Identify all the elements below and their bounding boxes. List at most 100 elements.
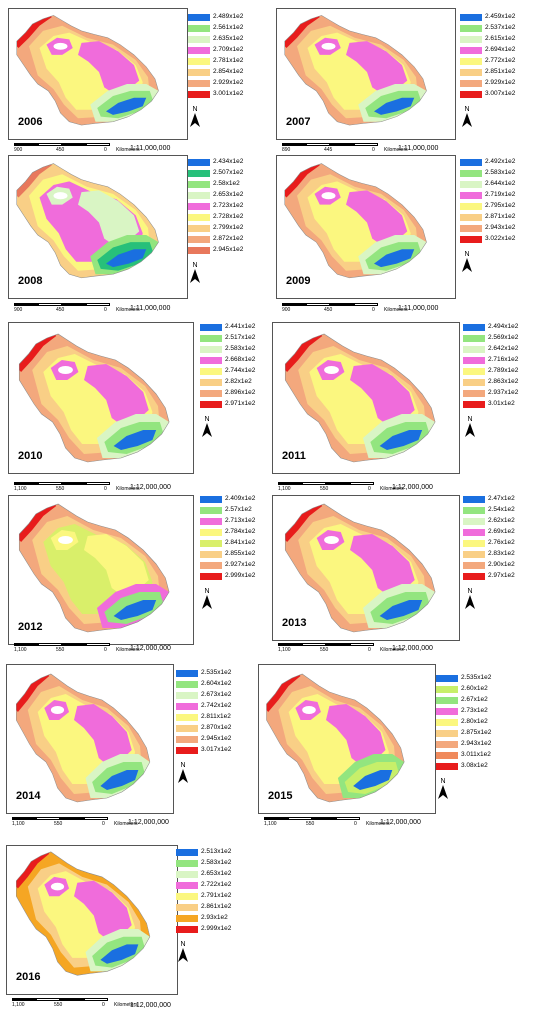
scale-segment (62, 482, 86, 485)
scale-number: 0 (104, 307, 107, 313)
legend-label: 2.971x1e2 (225, 400, 256, 408)
legend-swatch (176, 692, 198, 699)
map-zone-blue (379, 600, 423, 620)
legend-label: 2.93x1e2 (201, 914, 228, 922)
choropleth-map (18, 503, 170, 633)
legend-label: 2.713x1e2 (225, 517, 256, 525)
legend-item: 2.583x1e2 (200, 344, 255, 355)
legend-label: 2.709x1e2 (213, 46, 244, 54)
scale-segment (86, 143, 110, 146)
legend-label: 2.57x1e2 (225, 506, 252, 514)
legend-swatch (460, 159, 482, 166)
legend-swatch (188, 69, 210, 76)
choropleth-map (284, 163, 427, 279)
legend-swatch (176, 926, 198, 933)
year-label: 2013 (282, 617, 307, 629)
legend-item: 2.615x1e2 (460, 34, 515, 45)
north-arrow-icon (465, 423, 475, 437)
legend-swatch (460, 181, 482, 188)
scale-number: 550 (320, 647, 329, 653)
north-label: N (467, 416, 473, 423)
map-zone-blue (100, 944, 139, 964)
scale-number: 550 (320, 486, 329, 492)
scale-segment (12, 998, 36, 1001)
legend-swatch (463, 529, 485, 536)
legend-swatch (436, 730, 458, 737)
legend-swatch (176, 904, 198, 911)
scale-ratio: 1:11,000,000 (130, 145, 171, 152)
legend-item: 2.871x1e2 (460, 212, 515, 223)
legend-label: 2.937x1e2 (488, 389, 519, 397)
legend-swatch (188, 14, 210, 21)
scale-number: 1,100 (14, 647, 27, 653)
north-arrow: N (178, 941, 188, 964)
scale-ratio: 1:12,000,000 (128, 819, 169, 826)
scale-number: 0 (368, 486, 371, 492)
legend-item: 2.67x1e2 (436, 695, 491, 706)
legend-label: 2.927x1e2 (225, 561, 256, 569)
legend-label: 2.781x1e2 (213, 57, 244, 65)
scale-ratio: 1:11,000,000 (398, 305, 439, 312)
legend-swatch (188, 236, 210, 243)
legend-item: 2.875x1e2 (436, 728, 491, 739)
legend-label: 2.945x1e2 (213, 246, 244, 254)
legend-label: 2.811x1e2 (201, 713, 231, 721)
legend-item: 2.47x1e2 (463, 494, 515, 505)
legend-item: 2.583x1e2 (460, 168, 515, 179)
legend-label: 2.90x1e2 (488, 561, 515, 569)
scale-number: 1,100 (12, 821, 25, 827)
scale-segment (306, 143, 330, 146)
map-zone-pink (326, 704, 386, 766)
map-zone-red (285, 504, 323, 542)
scale-segment (302, 643, 326, 646)
choropleth-map (16, 15, 159, 126)
scale-segment (14, 143, 38, 146)
legend-label: 2.855x1e2 (225, 550, 256, 558)
legend-item: 2.781x1e2 (188, 56, 243, 67)
scale-number: 0 (354, 821, 357, 827)
legend-item: 2.855x1e2 (200, 549, 255, 560)
scale-segment (84, 817, 108, 820)
legend-item: 2.795x1e2 (460, 201, 515, 212)
scale-number: 1,100 (14, 486, 27, 492)
map-zone-blue (106, 97, 147, 115)
north-label: N (180, 941, 186, 948)
legend-label: 2.583x1e2 (201, 859, 232, 867)
legend-item: 3.022x1e2 (460, 234, 515, 245)
map-zone-blue (374, 97, 415, 115)
legend-swatch (460, 91, 482, 98)
scale-unit: Kilometers (384, 307, 408, 313)
legend-swatch (436, 708, 458, 715)
legend-swatch (436, 675, 458, 682)
map-zone-red (16, 674, 50, 712)
year-label: 2007 (286, 116, 311, 128)
legend-item: 3.017x1e2 (176, 745, 231, 756)
legend-label: 2.60x1e2 (461, 685, 488, 693)
legend-swatch (188, 247, 210, 254)
map-zone-core (50, 706, 65, 714)
legend-swatch (460, 14, 482, 21)
legend-item: 3.001x1e2 (188, 89, 243, 100)
scale-ratio: 1:12,000,000 (130, 484, 171, 491)
map-zone-core (321, 192, 336, 200)
legend-label: 2.80x1e2 (461, 718, 488, 726)
legend-item: 2.999x1e2 (200, 571, 255, 582)
scale-unit: Kilometers (380, 647, 404, 653)
north-arrow-icon (438, 785, 448, 799)
scale-ratio: 1:12,000,000 (130, 1002, 171, 1009)
map-zone-core (53, 192, 68, 200)
scale-unit: Kilometers (114, 1002, 138, 1008)
choropleth-map (284, 333, 436, 463)
scale-segment (62, 143, 86, 146)
legend-label: 2.929x1e2 (213, 79, 244, 87)
scale-segment (278, 643, 302, 646)
legend-item: 2.811x1e2 (176, 712, 231, 723)
map-zone-red (16, 851, 50, 889)
legend-label: 2.76x1e2 (488, 539, 515, 547)
legend-label: 2.896x1e2 (225, 389, 256, 397)
legend-swatch (200, 379, 222, 386)
legend-item: 2.851x1e2 (460, 67, 515, 78)
scale-number: 0 (368, 647, 371, 653)
scale-bar: 1,100 550 0 Kilometers (12, 817, 162, 831)
legend-label: 2.489x1e2 (213, 13, 244, 21)
